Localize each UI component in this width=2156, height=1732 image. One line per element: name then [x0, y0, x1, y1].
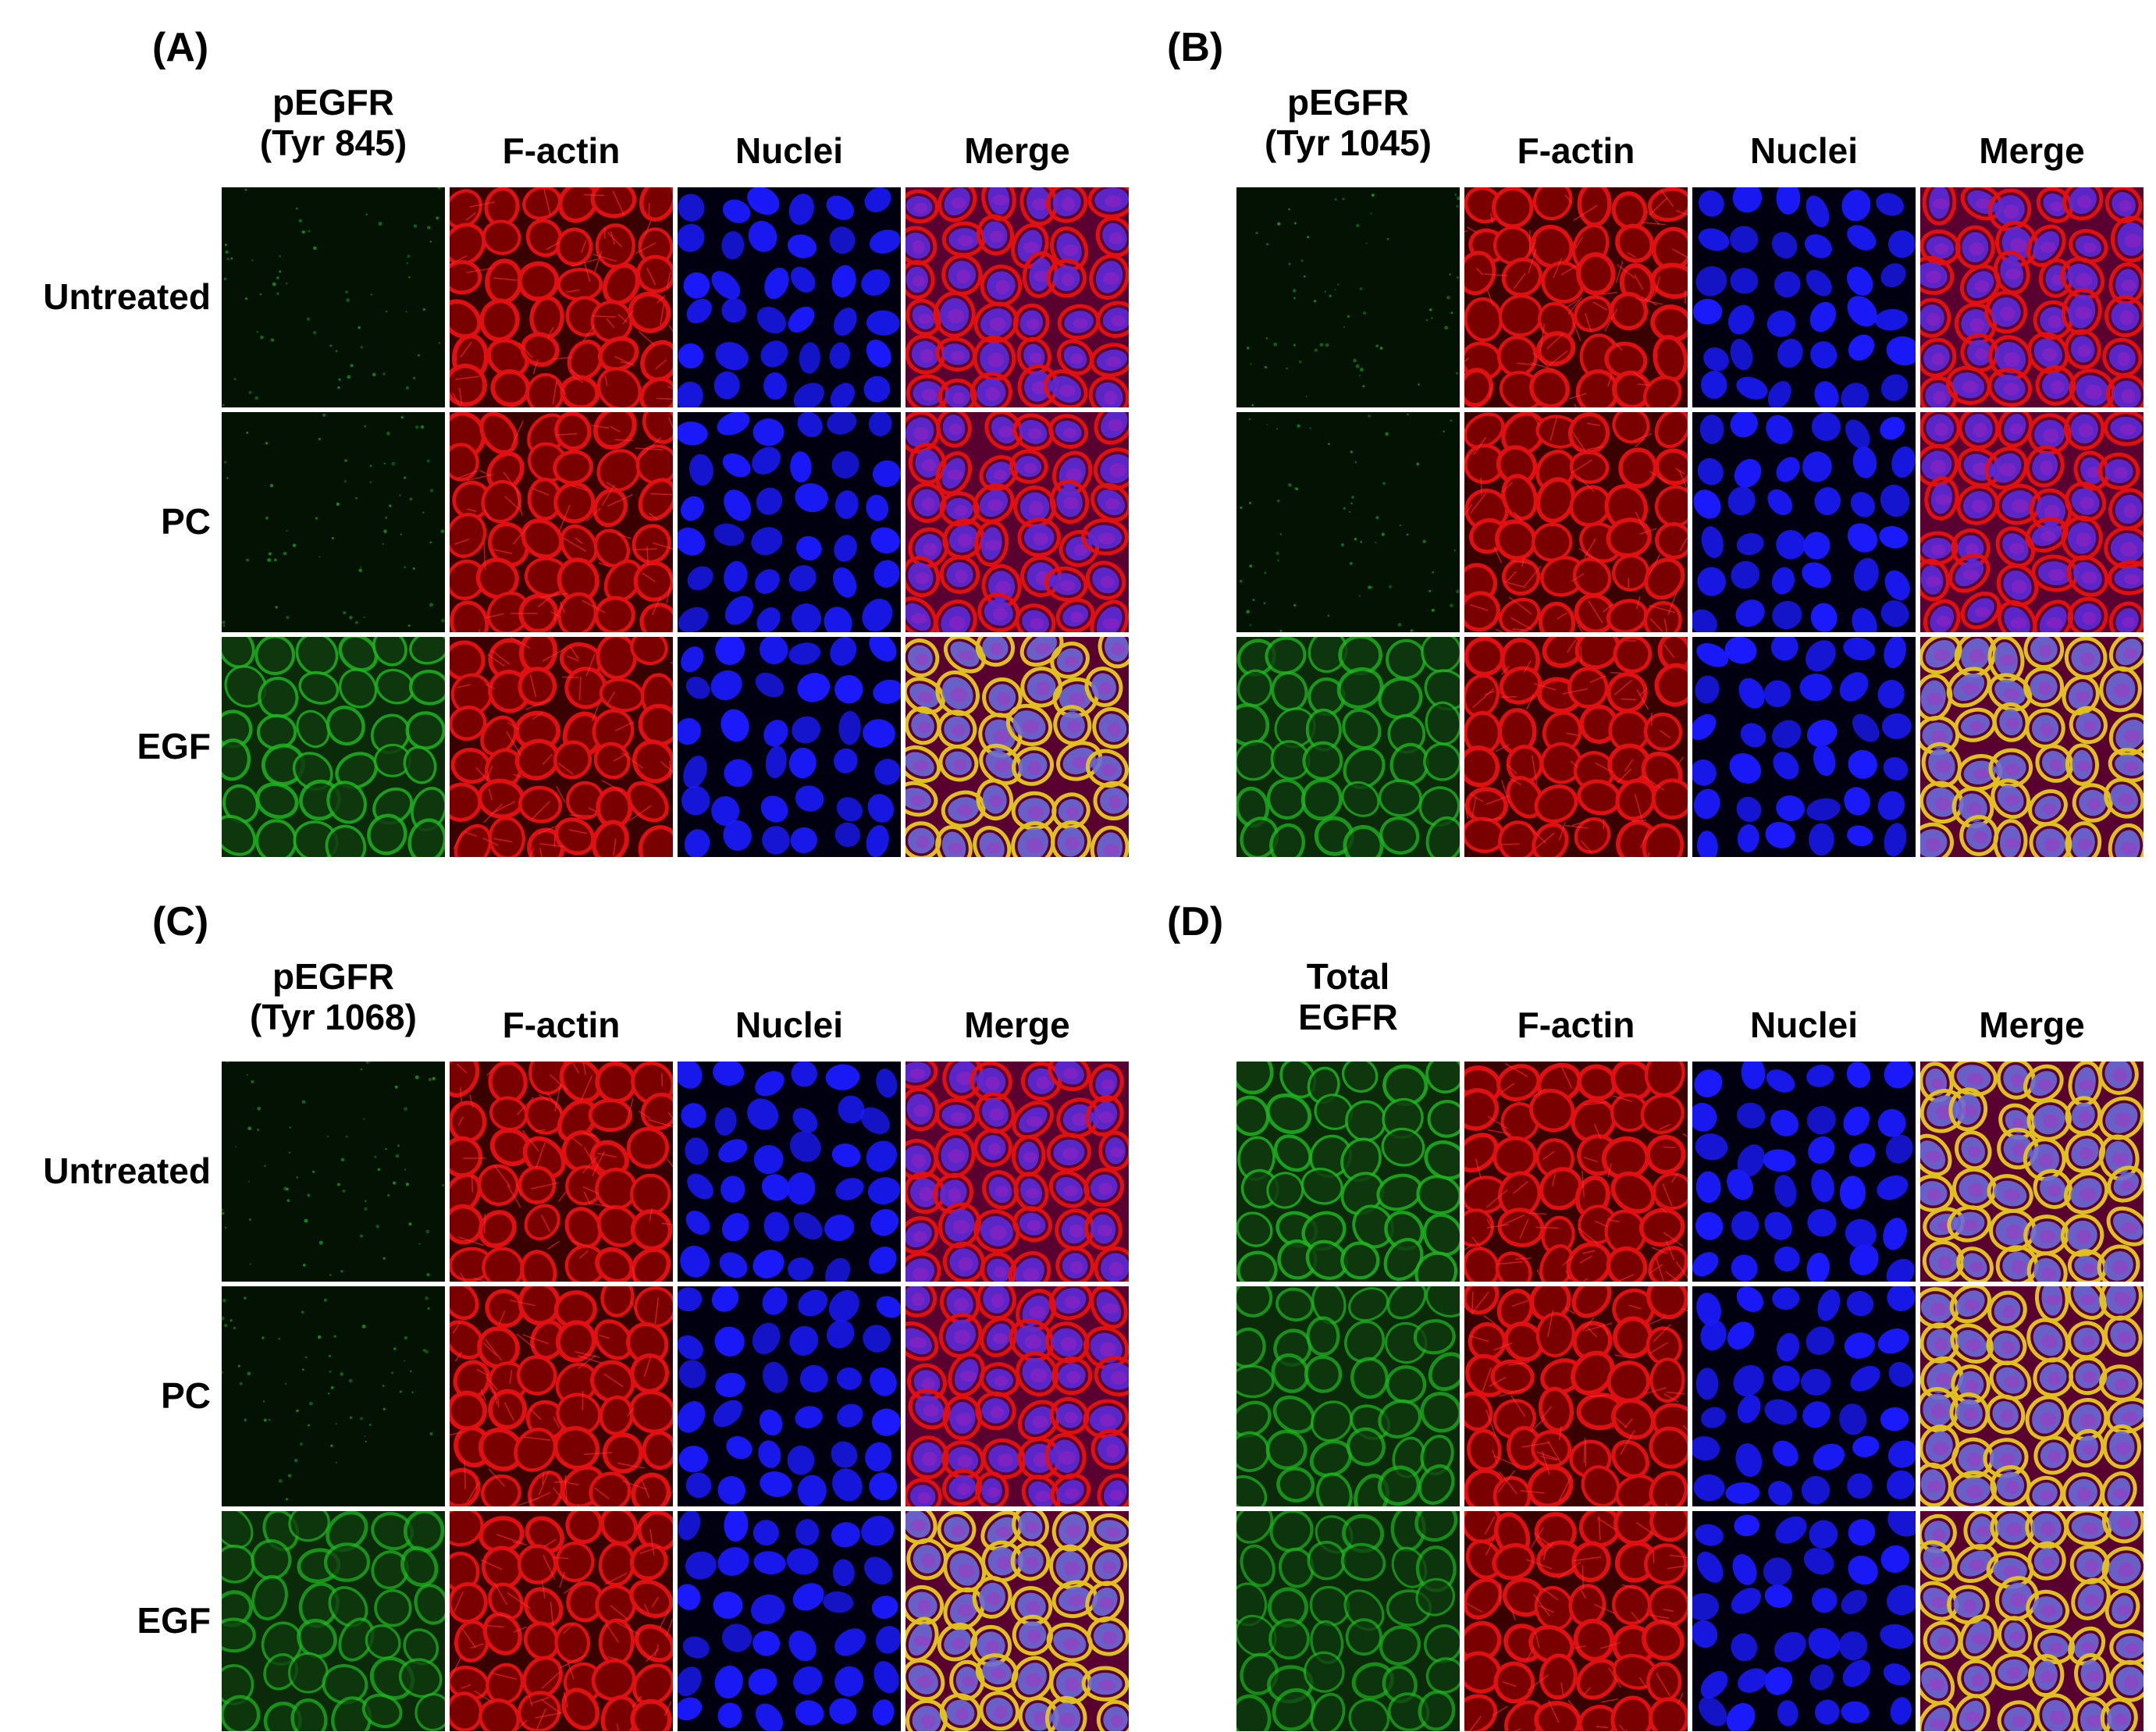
column-header: Nuclei: [1749, 130, 1859, 171]
row-label: Untreated: [43, 1151, 211, 1191]
micrograph-tile-merge: [1920, 1286, 2144, 1506]
micrograph-tile-merge: [1920, 187, 2144, 407]
micrograph-tile-red: [450, 1062, 673, 1282]
column-header: pEGFR (Tyr 1068): [216, 956, 450, 1037]
micrograph-tile-green: [222, 1286, 445, 1506]
micrograph-tile-blue: [678, 1286, 901, 1506]
column-header-line: (Tyr 1068): [250, 997, 417, 1037]
micrograph-tile-red: [1464, 412, 1688, 632]
micrograph-tile-merge: [1920, 637, 2144, 857]
micrograph-tile-red: [450, 1511, 673, 1731]
micrograph-tile-blue: [1692, 1511, 1916, 1731]
micrograph-tile-green: [222, 1062, 445, 1282]
column-header: Merge: [964, 1005, 1070, 1045]
row-label: PC: [161, 501, 211, 542]
micrograph-tile-red: [450, 412, 673, 632]
micrograph-tile-blue: [1692, 637, 1916, 857]
micrograph-tile-green: [222, 187, 445, 407]
column-header: F-actin: [502, 1005, 621, 1045]
micrograph-tile-red: [1464, 637, 1688, 857]
micrograph-tile-merge: [905, 412, 1129, 632]
micrograph-tile-red: [450, 1286, 673, 1506]
micrograph-tile-red: [450, 187, 673, 407]
micrograph-tile-green: [1236, 1286, 1460, 1506]
micrograph-tile-blue: [678, 637, 901, 857]
micrograph-tile-green: [222, 1511, 445, 1731]
column-header-line: EGFR: [1298, 997, 1398, 1037]
column-header-line: (Tyr 1045): [1265, 123, 1432, 163]
micrograph-tile-merge: [905, 1062, 1129, 1282]
micrograph-tile-blue: [678, 187, 901, 407]
micrograph-tile-merge: [905, 1286, 1129, 1506]
column-header-line: pEGFR: [272, 82, 394, 123]
column-header: Nuclei: [735, 1005, 844, 1045]
column-header: Nuclei: [735, 130, 844, 171]
micrograph-tile-merge: [905, 1511, 1129, 1731]
micrograph-tile-blue: [678, 1511, 901, 1731]
micrograph-tile-blue: [678, 1062, 901, 1282]
micrograph-tile-merge: [1920, 1511, 2144, 1731]
column-header: F-actin: [1517, 1005, 1635, 1045]
column-header: Nuclei: [1749, 1005, 1859, 1045]
column-header: Merge: [964, 130, 1070, 171]
micrograph-tile-red: [1464, 187, 1688, 407]
micrograph-tile-merge: [905, 187, 1129, 407]
micrograph-tile-green: [1236, 1062, 1460, 1282]
micrograph-tile-red: [1464, 1286, 1688, 1506]
row-label: EGF: [137, 726, 211, 766]
micrograph-tile-green: [222, 637, 445, 857]
column-header: F-actin: [502, 130, 621, 171]
column-header-line: Total: [1306, 956, 1390, 997]
column-header: pEGFR (Tyr 845): [216, 82, 450, 163]
micrograph-tile-blue: [1692, 412, 1916, 632]
micrograph-tile-red: [450, 637, 673, 857]
micrograph-tile-green: [222, 412, 445, 632]
panel-letter: (D): [1167, 899, 1224, 944]
column-header-line: pEGFR: [1287, 82, 1409, 123]
column-header-line: pEGFR: [272, 956, 394, 997]
column-header: pEGFR (Tyr 1045): [1231, 82, 1465, 163]
micrograph-tile-green: [1236, 1511, 1460, 1731]
micrograph-tile-green: [1236, 412, 1460, 632]
column-header: Merge: [1979, 130, 2085, 171]
column-header: Merge: [1979, 1005, 2085, 1045]
micrograph-tile-blue: [1692, 1286, 1916, 1506]
micrograph-tile-merge: [1920, 412, 2144, 632]
row-label: Untreated: [43, 276, 211, 317]
micrograph-tile-green: [1236, 187, 1460, 407]
panel-letter: (A): [152, 25, 209, 70]
micrograph-tile-red: [1464, 1062, 1688, 1282]
column-header: F-actin: [1517, 130, 1635, 171]
micrograph-tile-blue: [1692, 187, 1916, 407]
panel-letter: (B): [1167, 25, 1224, 70]
panel-letter: (C): [152, 899, 209, 944]
micrograph-tile-green: [1236, 637, 1460, 857]
row-label: EGF: [137, 1600, 211, 1641]
micrograph-tile-blue: [678, 412, 901, 632]
row-label: PC: [161, 1375, 211, 1416]
micrograph-tile-blue: [1692, 1062, 1916, 1282]
micrograph-tile-merge: [1920, 1062, 2144, 1282]
column-header-line: (Tyr 845): [259, 123, 407, 163]
column-header: Total EGFR: [1231, 956, 1465, 1037]
micrograph-tile-merge: [905, 637, 1129, 857]
micrograph-tile-red: [1464, 1511, 1688, 1731]
